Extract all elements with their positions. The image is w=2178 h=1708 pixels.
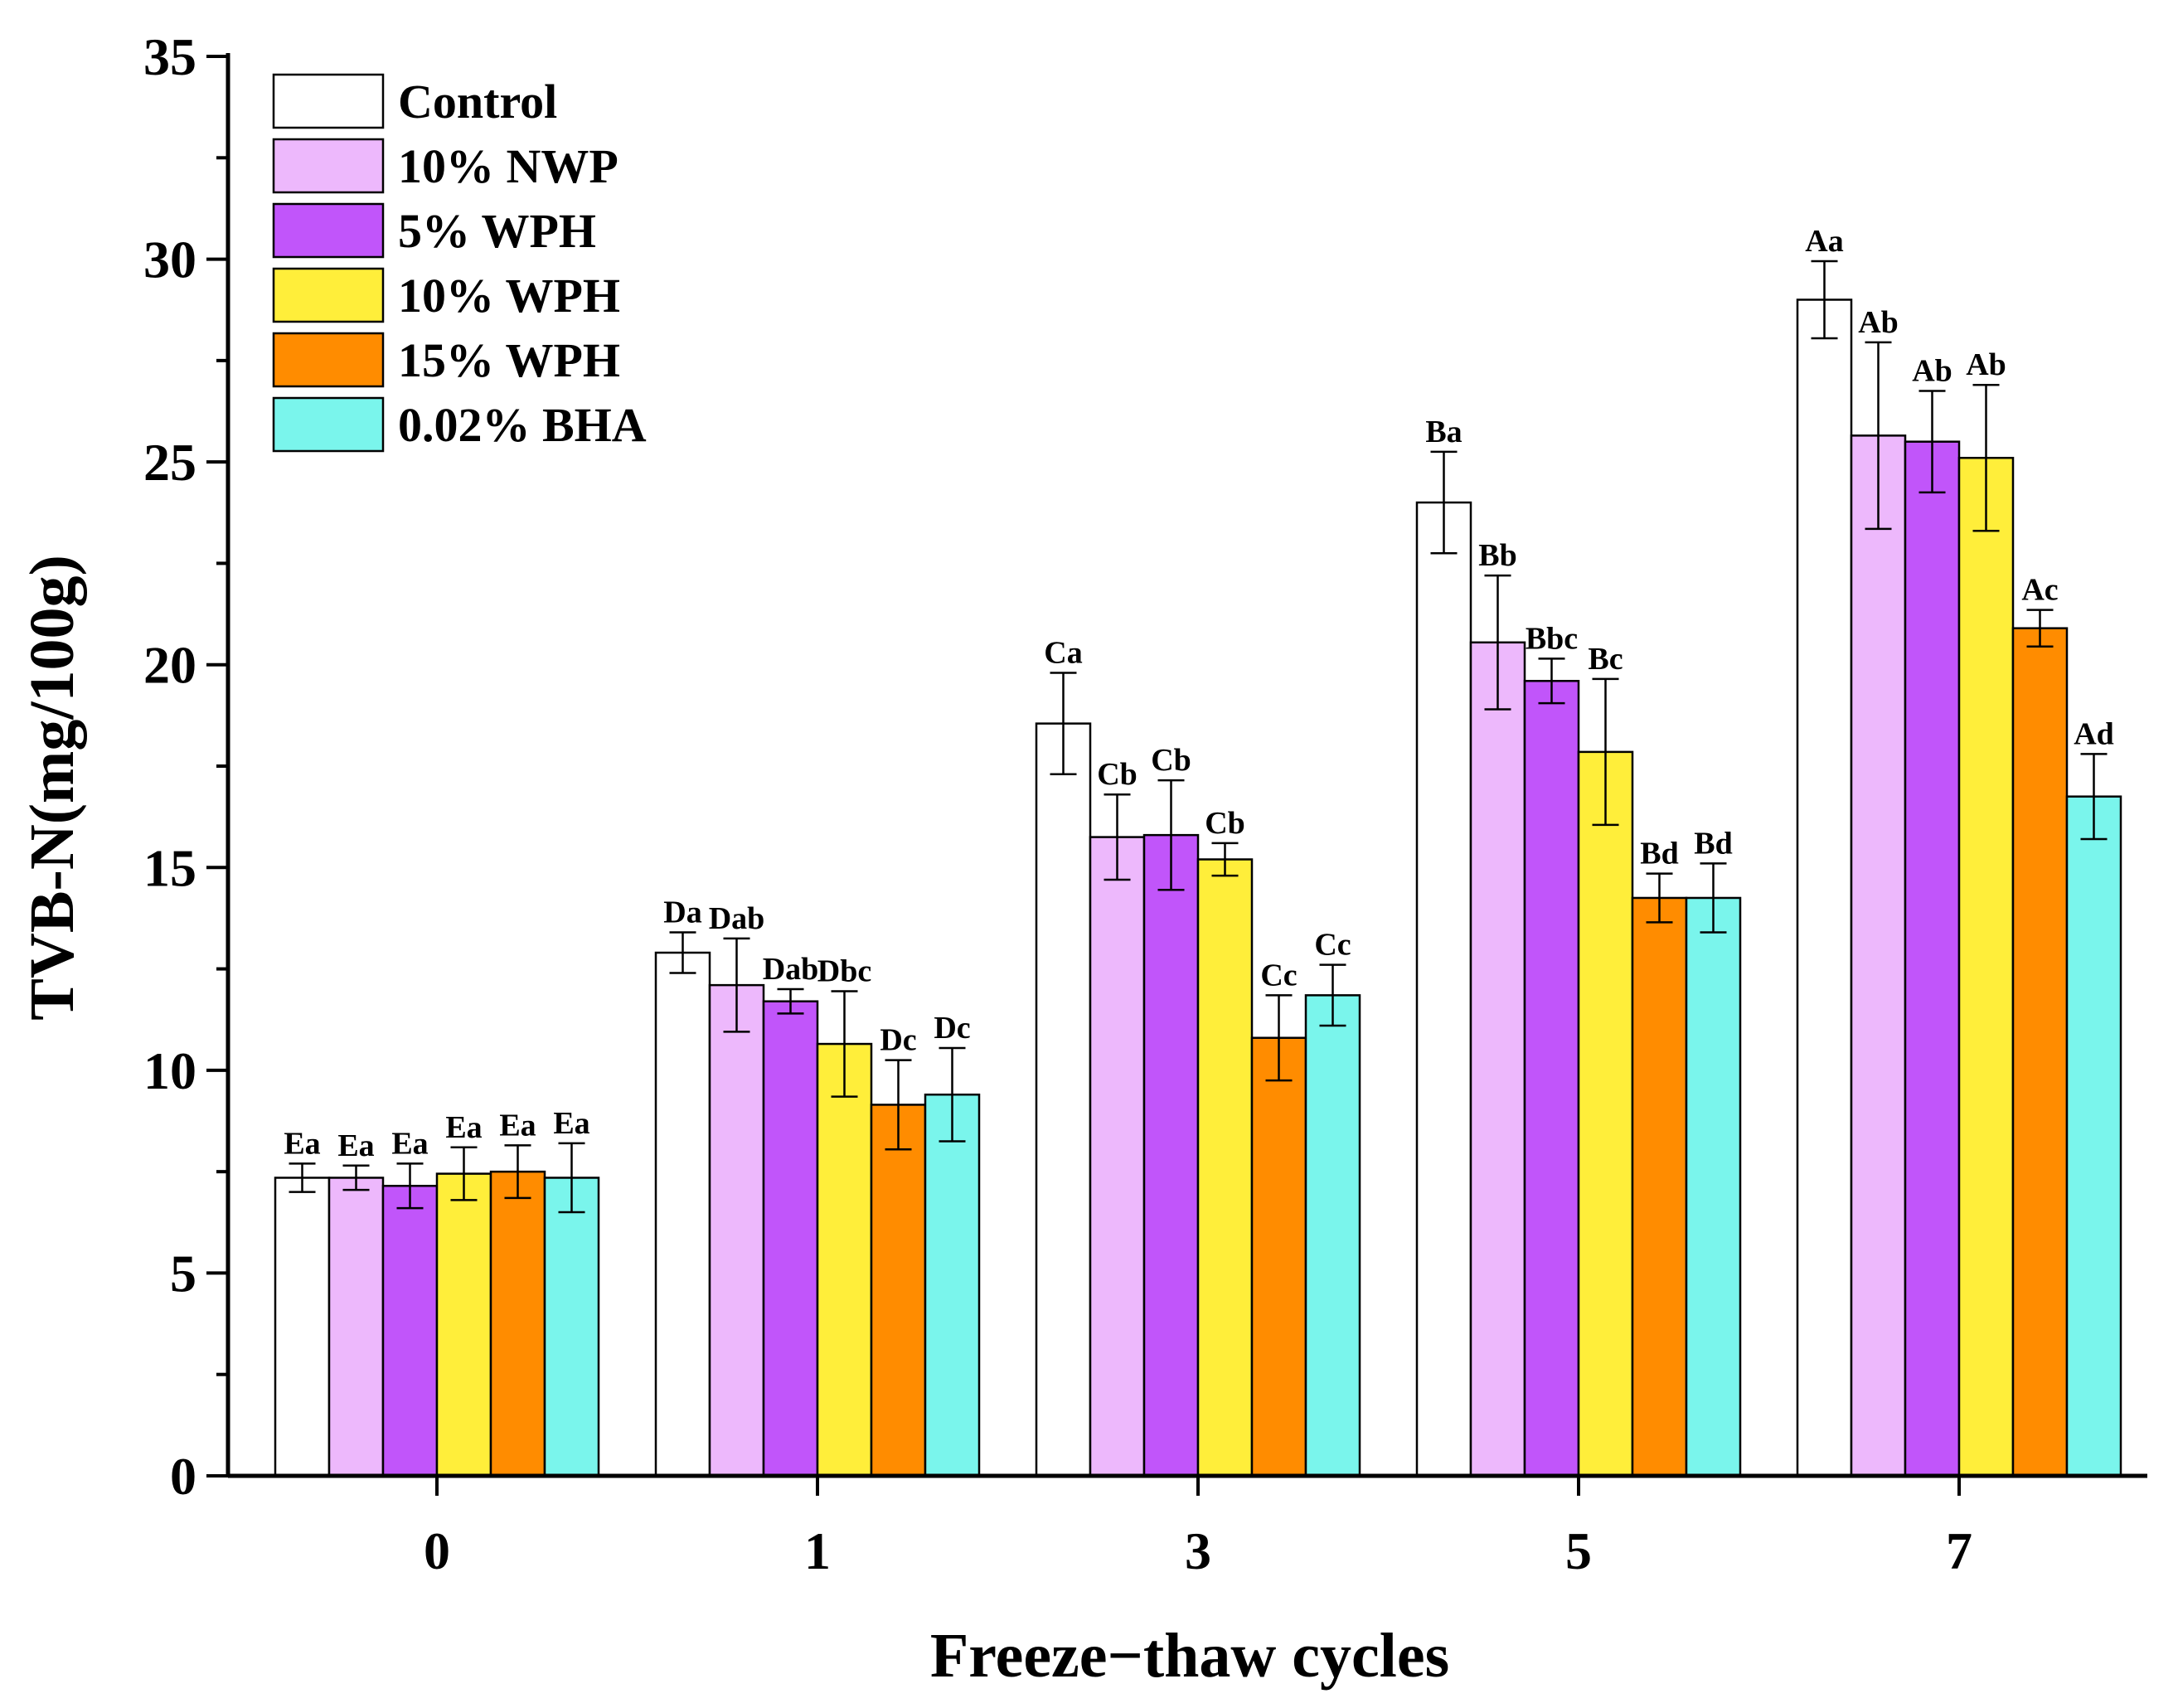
bar [381,1185,439,1478]
bar [435,1172,492,1478]
data-label: Cb [1205,806,1245,841]
bar [654,951,711,1478]
bar [489,1170,546,1478]
y-tick-label: 35 [143,27,196,86]
x-tick-label: 0 [424,1521,450,1580]
data-label: Bbc [1526,621,1578,656]
bar [1685,896,1742,1478]
legend-label: 15% WPH [398,333,620,387]
data-label: Bd [1694,826,1732,861]
data-label: Ea [445,1110,482,1145]
bar [708,983,765,1478]
legend-label: Control [398,75,557,129]
y-tick-label: 30 [143,230,196,289]
bar [816,1042,873,1478]
data-label: Dab [763,952,819,987]
data-label: Cc [1260,958,1297,992]
data-label: Bc [1588,642,1623,677]
data-label: Ba [1425,415,1462,449]
bar [1415,501,1472,1478]
data-label: Cb [1151,743,1191,778]
data-label: Dc [880,1023,916,1058]
legend-swatch [272,396,385,453]
x-tick-label: 7 [1946,1521,1972,1580]
data-label: Ab [1966,347,2006,382]
x-tick-label: 5 [1565,1521,1592,1580]
data-label: Ea [284,1126,320,1161]
data-label: Ac [2021,573,2058,608]
legend: Control 10% NWP 5% WPH 10% WPH 15% WPH 0.02% … [272,73,647,453]
bar [1523,680,1580,1478]
y-tick-label: 5 [170,1244,196,1303]
y-tick-label: 0 [170,1447,196,1506]
data-label: Bd [1640,837,1678,871]
y-tick-label: 10 [143,1041,196,1100]
legend-swatch [272,138,385,194]
bar [1089,836,1146,1478]
legend-label: 5% WPH [398,204,596,258]
legend-swatch [272,267,385,323]
legend-label: 0.02% BHA [398,398,647,452]
data-label: Ad [2074,716,2114,751]
bar [1035,722,1092,1478]
y-tick-label: 15 [143,838,196,897]
bar [1142,833,1200,1478]
x-tick-label: 1 [804,1521,831,1580]
legend-swatch [272,202,385,259]
data-label: Dab [709,901,765,936]
bar [1796,298,1853,1478]
data-label: Cc [1314,928,1351,963]
bar [327,1177,385,1478]
legend-label: 10% WPH [398,269,620,323]
y-tick-label: 20 [143,636,196,695]
data-label: Ca [1044,635,1082,670]
bar [1577,750,1634,1478]
bar [1196,858,1254,1478]
data-label: Cb [1097,757,1138,792]
bar [2011,627,2069,1478]
bar [1957,457,2015,1478]
data-label: Ab [1858,305,1899,340]
bar [274,1177,331,1478]
y-axis-title: TVB-N(mg/100g) [17,555,87,1021]
data-label: Da [663,895,701,930]
x-tick-label: 3 [1185,1521,1211,1580]
bar [1850,434,1907,1478]
data-label: Ab [1912,354,1952,389]
bar [543,1177,600,1478]
data-label: Ea [553,1106,589,1141]
bar [1469,641,1526,1478]
bar [1250,1036,1307,1478]
bar [1904,440,1961,1478]
bar [2065,795,2122,1478]
data-label: Ea [499,1108,536,1143]
legend-label: 10% NWP [398,139,618,193]
bar [1304,994,1361,1478]
data-label: Bb [1478,538,1516,573]
bar [1631,896,1688,1478]
bar [870,1104,927,1478]
data-label: Dc [934,1011,970,1046]
data-label: Ea [337,1128,374,1163]
data-label: Aa [1805,224,1843,259]
legend-swatch [272,332,385,388]
y-tick-label: 25 [143,433,196,492]
bar [924,1093,981,1478]
legend-swatch [272,73,385,129]
data-label: Ea [391,1126,428,1161]
bar [762,1000,819,1478]
data-label: Dbc [817,953,871,988]
bars-layer: Ea Da Ca Ba Aa Ea Dab Cb Bb Ab Ea Dab Cb Bbc Ab Ea Dbc Cb… [274,224,2122,1478]
x-axis-title: Freeze−thaw cycles [930,1621,1449,1691]
